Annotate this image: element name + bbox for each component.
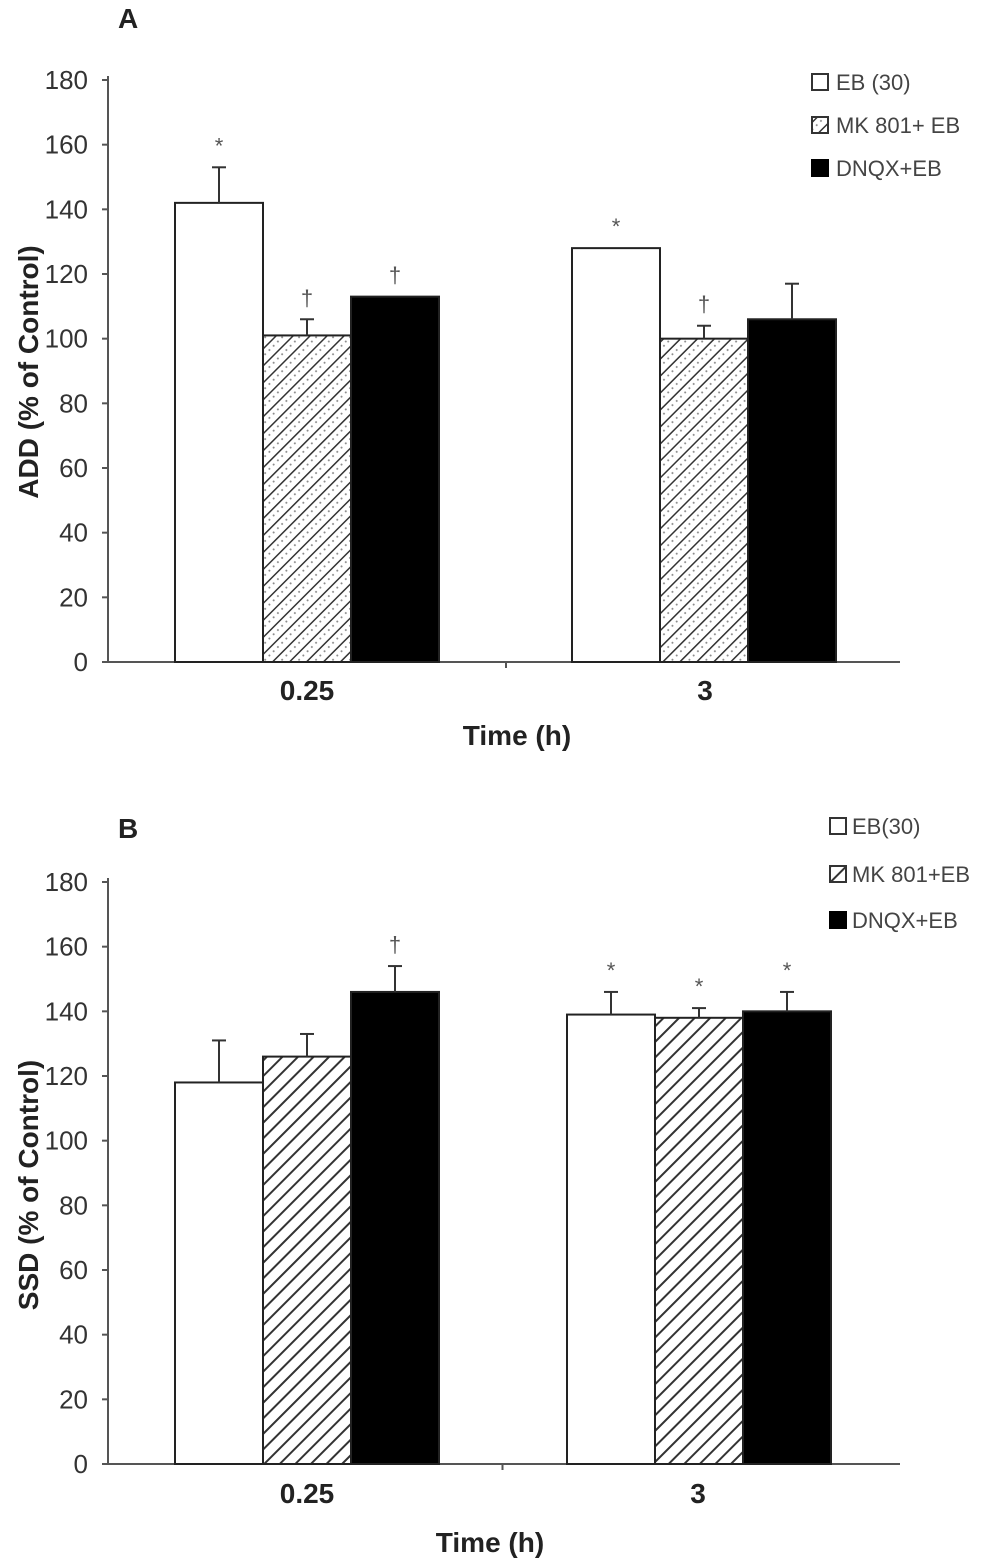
panel-a-y-axis-label: ADD (% of Control)	[13, 245, 44, 499]
panel-b-y-tick-label: 20	[59, 1384, 88, 1414]
panel-a-y-tick-label: 80	[59, 388, 88, 418]
panel-b-label: B	[118, 813, 138, 844]
panel-a-y-tick-label: 0	[74, 647, 88, 677]
panel-b-x-tick-label: 3	[690, 1478, 706, 1509]
legend-a-label-mk801: MK 801+ EB	[836, 113, 960, 138]
panel-b-significance-marker: †	[389, 932, 401, 957]
panel-b-y-tick-label: 0	[74, 1449, 88, 1479]
panel-b-y-tick-label: 140	[45, 996, 88, 1026]
panel-a-bars: * † † * †	[174, 133, 837, 663]
legend-b-label-dnqx: DNQX+EB	[852, 908, 958, 933]
panel-b-significance-marker: *	[783, 958, 792, 983]
legend-b: EB(30) MK 801+EB DNQX+EB	[829, 814, 970, 933]
panel-a-significance-marker: †	[301, 285, 313, 310]
panel-a-bar	[174, 201, 264, 663]
panel-a-significance-marker: *	[612, 214, 621, 239]
legend-b-swatch-mk801	[829, 865, 847, 883]
panel-a-bar	[747, 318, 837, 663]
panel-a-x-tick-label: 3	[697, 675, 713, 706]
legend-a-swatch-dnqx	[811, 159, 829, 177]
panel-b-x-axis-label: Time (h)	[436, 1527, 544, 1558]
legend-a-label-dnqx: DNQX+EB	[836, 156, 942, 181]
legend-b-swatch-dnqx	[829, 911, 847, 929]
panel-a-y-tick-label: 20	[59, 582, 88, 612]
panel-b-y-tick-label: 80	[59, 1190, 88, 1220]
panel-a-chart: A EB (30) MK 801+ EB DNQX+EB Time (h) AD…	[13, 3, 960, 751]
panel-b-y-tick-label: 40	[59, 1320, 88, 1350]
panel-b-y-axis-label: SSD (% of Control)	[13, 1060, 44, 1310]
panel-a-y-tick-label: 140	[45, 194, 88, 224]
panel-b-significance-marker: *	[607, 958, 616, 983]
panel-a-axes: 0 20 40 60 80 100 120 140 160 180 0.25 3	[45, 65, 900, 706]
panel-b-bar	[654, 1016, 744, 1465]
legend-a-label-eb: EB (30)	[836, 70, 911, 95]
panel-a-x-tick-label: 0.25	[280, 675, 335, 706]
panel-a-bar	[350, 295, 440, 663]
legend-b-label-eb: EB(30)	[852, 814, 920, 839]
panel-b-significance-marker: *	[695, 974, 704, 999]
panel-b-bar	[262, 1055, 352, 1465]
legend-a-item-eb: EB (30)	[811, 70, 911, 95]
legend-a: EB (30) MK 801+ EB DNQX+EB	[811, 70, 960, 181]
panel-b-chart: B EB(30) MK 801+EB DNQX+EB Time (h) SSD …	[13, 813, 970, 1558]
legend-a-swatch-mk801	[811, 116, 829, 134]
legend-a-item-mk801: MK 801+ EB	[811, 113, 960, 138]
legend-a-swatch-eb	[811, 73, 829, 91]
panel-b-bar	[174, 1081, 264, 1465]
panel-b-x-tick-label: 0.25	[280, 1478, 335, 1509]
panel-b-bars: † * * *	[174, 932, 832, 1466]
panel-b-y-tick-label: 160	[45, 932, 88, 962]
panel-a-significance-marker: †	[698, 292, 710, 317]
panel-a-label: A	[118, 3, 138, 34]
panel-a-bar	[262, 334, 352, 663]
panel-a-y-tick-label: 180	[45, 65, 88, 95]
panel-a-bar	[571, 247, 661, 663]
panel-a-significance-marker: †	[389, 263, 401, 288]
panel-b-bar	[350, 990, 440, 1466]
legend-b-item-mk801: MK 801+EB	[829, 862, 970, 887]
legend-b-label-mk801: MK 801+EB	[852, 862, 970, 887]
legend-a-item-dnqx: DNQX+EB	[811, 156, 942, 181]
panel-a-significance-marker: *	[215, 133, 224, 158]
panel-b-bar	[566, 1013, 656, 1465]
legend-b-swatch-eb	[829, 817, 847, 835]
panel-a-y-tick-label: 160	[45, 130, 88, 160]
panel-a-y-tick-label: 40	[59, 518, 88, 548]
panel-b-y-tick-label: 120	[45, 1061, 88, 1091]
panel-a-x-axis-label: Time (h)	[463, 720, 571, 751]
panel-a-y-tick-label: 100	[45, 324, 88, 354]
panel-b-y-tick-label: 100	[45, 1126, 88, 1156]
panel-b-y-tick-label: 180	[45, 867, 88, 897]
panel-b-y-tick-label: 60	[59, 1255, 88, 1285]
panel-a-y-tick-label: 60	[59, 453, 88, 483]
panel-b-bar	[742, 1010, 832, 1465]
panel-a-bar	[659, 337, 749, 663]
legend-b-item-dnqx: DNQX+EB	[829, 908, 958, 933]
legend-b-item-eb: EB(30)	[829, 814, 920, 839]
panel-a-y-tick-label: 120	[45, 259, 88, 289]
